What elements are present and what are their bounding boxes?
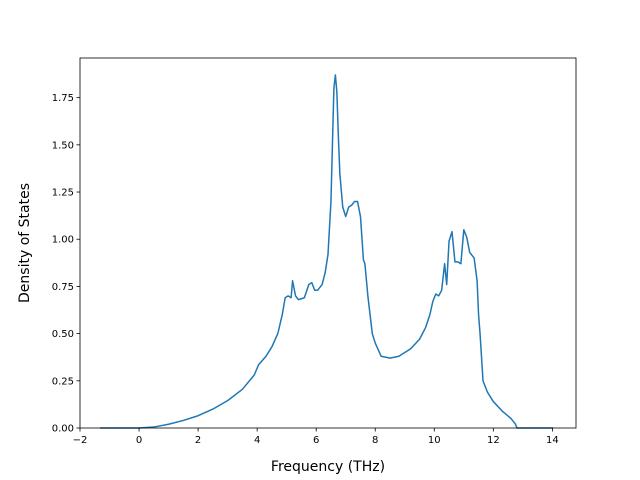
y-tick-label: 0.00 [52, 424, 74, 435]
y-tick-label: 1.00 [52, 235, 74, 246]
x-axis-label: Frequency (THz) [271, 459, 385, 475]
x-tick-label: 12 [487, 435, 500, 446]
x-tick-label: 4 [254, 435, 260, 446]
x-tick-label: −2 [73, 435, 88, 446]
y-tick-label: 1.50 [52, 140, 74, 151]
y-tick-label: 1.25 [52, 188, 74, 199]
x-tick-label: 2 [195, 435, 201, 446]
y-axis-label: Density of States [17, 183, 33, 303]
y-tick-label: 1.75 [52, 93, 74, 104]
tick-layer: −2 0 2 4 6 8 10 12 14 0.00 0.25 0.50 0.75 1.00 1.25 1.5… [52, 93, 559, 446]
plot-layer [99, 74, 554, 429]
y-tick-label: 0.50 [52, 329, 74, 340]
x-tick-label: 10 [428, 435, 441, 446]
dos-line-0 [99, 74, 554, 429]
y-tick-label: 0.75 [52, 282, 74, 293]
y-tick-label: 0.25 [52, 376, 74, 387]
plot-frame [79, 57, 577, 429]
x-tick-label: 6 [313, 435, 319, 446]
x-tick-label: 0 [136, 435, 142, 446]
x-tick-label: 14 [546, 435, 559, 446]
x-tick-label: 8 [372, 435, 378, 446]
